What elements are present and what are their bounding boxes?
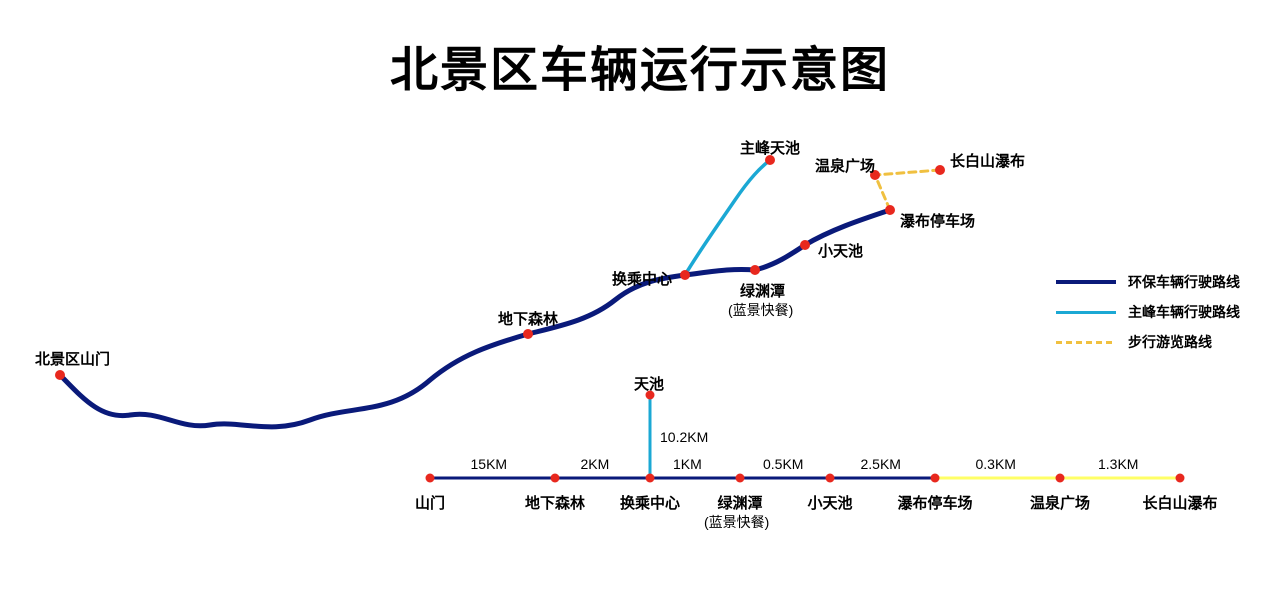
schematic-branch-dist: 10.2KM — [660, 429, 708, 445]
schematic-dist-3: 0.5KM — [763, 456, 803, 472]
legend-label: 步行游览路线 — [1128, 332, 1212, 352]
schematic-stop-5: 瀑布停车场 — [898, 492, 973, 513]
map-node-small: 小天池 — [818, 240, 863, 261]
schematic-dist-6: 1.3KM — [1098, 456, 1138, 472]
schematic-stop-3: 绿渊潭 — [718, 492, 763, 513]
schematic-stop-1: 地下森林 — [525, 492, 585, 513]
map-node-waterfall: 长白山瀑布 — [950, 150, 1025, 171]
map-node-transfer: 换乘中心 — [612, 268, 672, 289]
legend-line-icon — [1056, 311, 1116, 314]
legend-row-2: 步行游览路线 — [1056, 332, 1240, 352]
schematic-stop-0: 山门 — [415, 492, 445, 513]
schematic-dist-5: 0.3KM — [976, 456, 1016, 472]
map-node-peak: 主峰天池 — [740, 137, 800, 158]
map-node-parking: 瀑布停车场 — [900, 210, 975, 231]
schematic-dist-0: 15KM — [471, 456, 508, 472]
legend-label: 环保车辆行驶路线 — [1128, 272, 1240, 292]
schematic-dist-4: 2.5KM — [861, 456, 901, 472]
map-node-green: 绿渊潭 — [740, 280, 785, 301]
legend-row-1: 主峰车辆行驶路线 — [1056, 302, 1240, 322]
schematic-stop-4: 小天池 — [808, 492, 853, 513]
legend: 环保车辆行驶路线主峰车辆行驶路线步行游览路线 — [1056, 272, 1240, 362]
legend-label: 主峰车辆行驶路线 — [1128, 302, 1240, 322]
schematic-dist-1: 2KM — [581, 456, 610, 472]
schematic-stop-sub-3: (蓝景快餐) — [704, 512, 769, 532]
legend-line-icon — [1056, 280, 1116, 284]
legend-line-icon — [1056, 341, 1116, 344]
schematic-stop-2: 换乘中心 — [620, 492, 680, 513]
map-node-green_sub: (蓝景快餐) — [728, 300, 793, 320]
schematic-stop-7: 长白山瀑布 — [1143, 492, 1218, 513]
map-node-spring: 温泉广场 — [815, 155, 875, 176]
map-node-forest: 地下森林 — [498, 308, 558, 329]
map-node-gate: 北景区山门 — [35, 348, 110, 369]
schematic-branch-label: 天池 — [634, 373, 664, 394]
schematic-stop-6: 温泉广场 — [1030, 492, 1090, 513]
legend-row-0: 环保车辆行驶路线 — [1056, 272, 1240, 292]
schematic-dist-2: 1KM — [673, 456, 702, 472]
